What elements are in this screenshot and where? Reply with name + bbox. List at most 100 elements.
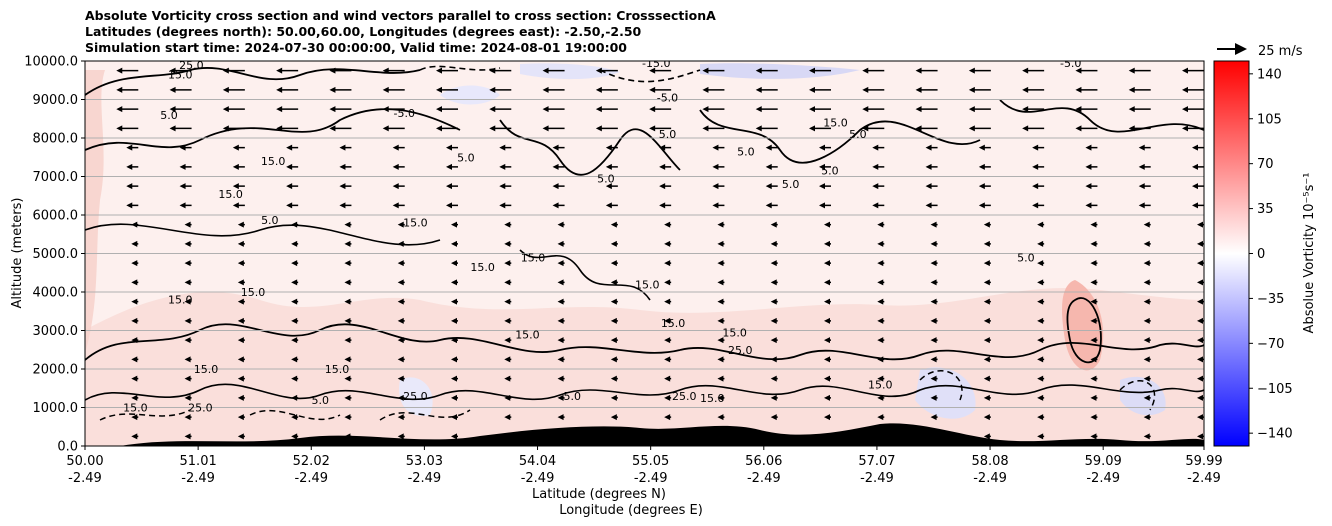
wind-vector-arrowhead [237, 356, 244, 363]
wind-vector-arrowhead [446, 144, 452, 151]
wind-vector-arrowhead [968, 67, 975, 74]
wind-vector-arrowhead [1182, 106, 1188, 113]
wind-vector-arrowhead [664, 260, 671, 267]
terrain [120, 423, 1204, 446]
wind-vector-arrowhead [1022, 67, 1029, 74]
wind-vector-arrowhead [595, 106, 602, 113]
wind-vector-arrowhead [925, 163, 932, 170]
wind-vector-arrowhead [184, 240, 191, 247]
wind-vector-arrowhead [930, 414, 937, 421]
negative-region-upper-3 [700, 63, 860, 79]
contour-line-negative-2 [599, 69, 701, 83]
wind-vector-arrowhead [276, 86, 283, 93]
wind-vector-arrowhead [1090, 433, 1097, 440]
wind-vector-arrowhead [1197, 414, 1203, 421]
y-tick-label: 2000.0 [33, 363, 79, 378]
wind-vector-arrowhead [184, 375, 191, 382]
wind-vector-arrowhead [291, 240, 298, 247]
wind-vector-arrowhead [649, 106, 656, 113]
colorbar-tick-label: −105 [1257, 382, 1293, 397]
wind-vector-arrowhead [451, 221, 457, 228]
wind-vector-arrowhead [557, 433, 564, 440]
colorbar-tick-label: −70 [1257, 337, 1284, 352]
wind-vector-arrowhead [339, 144, 346, 151]
x-tick-label-lat: 52.02 [293, 454, 330, 469]
wind-vector-arrowhead [770, 433, 777, 440]
wind-vector-arrowhead [126, 144, 133, 151]
wind-vector-arrowhead [382, 67, 389, 74]
wind-vector-arrowhead [276, 106, 283, 113]
colorbar-tick-label: −35 [1257, 292, 1284, 307]
wind-vector-arrowhead [968, 125, 975, 132]
wind-vector-arrowhead [755, 86, 762, 93]
x-tick-label-lon: -2.49 [408, 471, 442, 486]
wind-vector-arrowhead [504, 317, 511, 324]
x-tick-label-lat: 54.04 [519, 454, 556, 469]
wind-vector-arrowhead [770, 221, 777, 228]
wind-vector-arrowhead [930, 394, 937, 401]
wind-vector-arrowhead [664, 298, 671, 305]
wind-vector-arrowhead [1143, 298, 1150, 305]
wind-vector-arrowhead [1037, 221, 1044, 228]
wind-vector-arrowhead [1090, 240, 1097, 247]
wind-vector-arrowhead [557, 221, 564, 228]
wind-vector-arrowhead [1037, 298, 1044, 305]
x-tick-label-lat: 55.05 [632, 454, 669, 469]
wind-vector-arrowhead [1075, 125, 1082, 132]
contour-label: -5.0 [657, 92, 678, 105]
wind-vector-arrowhead [877, 279, 884, 286]
wind-vector-arrowhead [877, 356, 884, 363]
wind-vector-arrowhead [824, 240, 830, 247]
wind-vector-arrowhead [1085, 144, 1092, 151]
wind-vector-arrowhead [877, 375, 884, 382]
negative-region-lower-1 [915, 367, 976, 419]
wind-vector-arrowhead [1197, 221, 1203, 228]
wind-vector-arrowhead [557, 414, 564, 421]
wind-vector-arrowhead [397, 414, 404, 421]
wind-vector-arrowhead [1143, 317, 1150, 324]
wind-vector-arrowhead [184, 221, 191, 228]
contour-line-lower-1 [85, 323, 681, 361]
wind-vector-arrowhead [169, 106, 176, 113]
wind-vector-arrowhead [819, 183, 825, 190]
wind-vector-arrowhead [755, 106, 762, 113]
wind-vector-arrowhead [1143, 433, 1150, 440]
wind-vector-arrowhead [664, 240, 671, 247]
wind-vector-arrowhead [504, 279, 511, 286]
chart-title-line-1: Absolute Vorticity cross section and win… [85, 8, 716, 23]
wind-vector-arrowhead [930, 337, 937, 344]
wind-vector-arrowhead [169, 125, 176, 132]
wind-vector-arrowhead [702, 106, 709, 113]
wind-vector-arrowhead [930, 240, 937, 247]
wind-vector-arrowhead [179, 202, 186, 209]
wind-vector-arrowhead [765, 163, 772, 170]
wind-vector-arrowhead [1197, 394, 1203, 401]
wind-vector-arrowhead [819, 163, 825, 170]
wind-vector-arrowhead [382, 86, 389, 93]
wind-vector-arrowhead [436, 67, 442, 74]
wind-vector-arrowhead [131, 375, 138, 382]
wind-vector-arrowhead [659, 163, 666, 170]
wind-vector-arrowhead [809, 67, 815, 74]
wind-vector-arrowhead [1143, 240, 1150, 247]
wind-vector-arrowhead [1037, 433, 1044, 440]
wind-vector-arrowhead [63, 125, 69, 131]
wind-vector-arrowhead [770, 337, 777, 344]
colorbar-tick-label: −140 [1257, 427, 1293, 442]
wind-vector-arrowhead [983, 414, 990, 421]
contour-label: 15.0 [635, 278, 660, 291]
wind-vector-arrowhead [717, 298, 724, 305]
wind-vector-arrowhead [1090, 375, 1097, 382]
colorbar-ticks: 140 105 70 35 0 −35 −70 −105 −140 [1249, 67, 1293, 442]
colorbar: 140 105 70 35 0 −35 −70 −105 −140 Absolue Vortic… [1213, 60, 1317, 447]
wind-vector-arrowhead [1037, 375, 1044, 382]
wind-vector-arrowhead [286, 183, 293, 190]
wind-vector-arrowhead [552, 183, 559, 190]
wind-vector-arrowhead [664, 356, 671, 363]
wind-vector-arrowhead [649, 67, 656, 74]
wind-vector-arrowhead [765, 202, 772, 209]
wind-vector-arrowhead [169, 86, 176, 93]
wind-vector-arrowhead [1192, 144, 1198, 151]
wind-vector-arrowhead [1182, 67, 1188, 74]
